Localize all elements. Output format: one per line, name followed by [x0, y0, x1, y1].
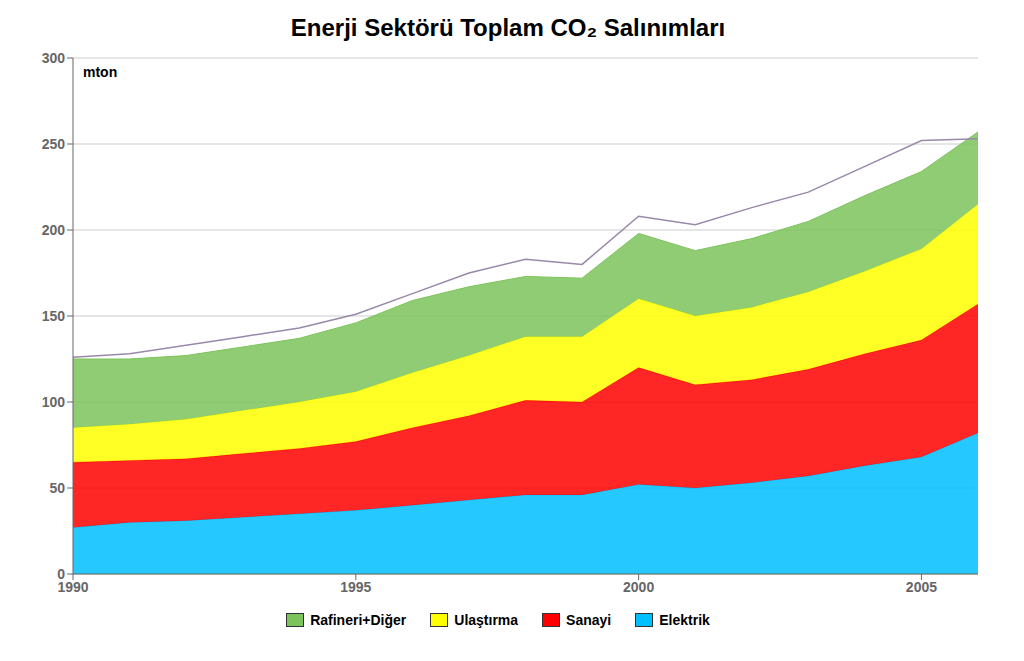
svg-text:150: 150 — [42, 308, 66, 324]
html-text:Elektrik: Elektrik — [659, 612, 710, 628]
svg-text:2000: 2000 — [623, 579, 654, 595]
svg-text:0: 0 — [57, 566, 65, 582]
svg-text:300: 300 — [42, 50, 66, 66]
svg-text:2005: 2005 — [906, 579, 937, 595]
html-text:Enerji Sektörü Toplam CO₂ Salı: Enerji Sektörü Toplam CO₂ Salınımları — [290, 14, 726, 41]
svg-text:1990: 1990 — [57, 578, 89, 595]
svg-text:1995: 1995 — [340, 579, 371, 595]
html-text:Rafineri+Diğer: Rafineri+Diğer — [310, 612, 407, 628]
svg-text:200: 200 — [42, 222, 66, 238]
html-text:mton: mton — [83, 64, 118, 80]
svg-text:100: 100 — [42, 394, 66, 410]
svg-text:250: 250 — [42, 136, 66, 152]
html-text:Sanayi: Sanayi — [566, 612, 612, 628]
svg-text:50: 50 — [49, 480, 65, 496]
html-text:Ulaştırma: Ulaştırma — [454, 612, 519, 628]
